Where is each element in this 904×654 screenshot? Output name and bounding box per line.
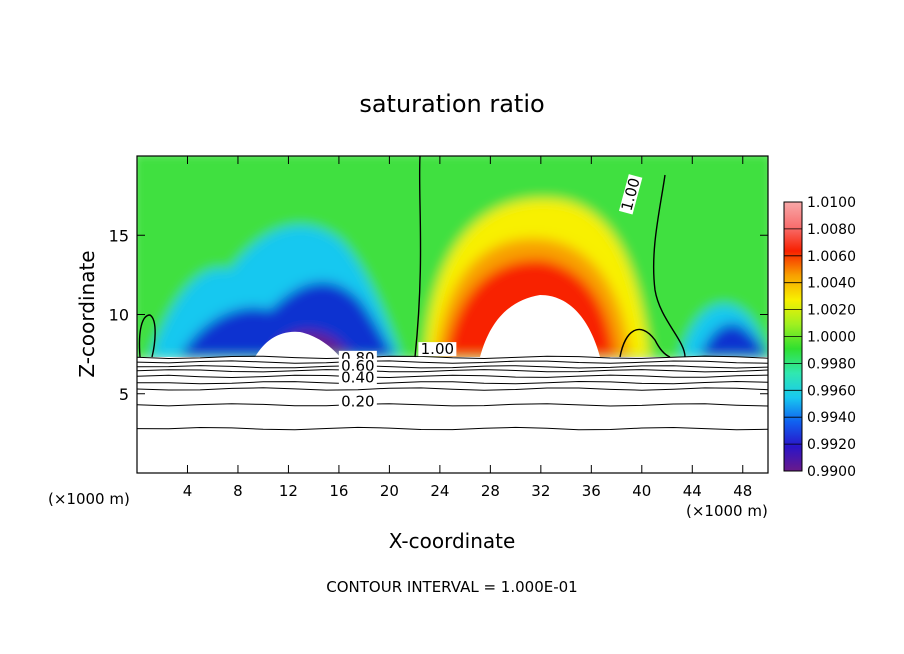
colorbar-label: 0.9940 — [807, 410, 856, 426]
x-unit-label-left: (×1000 m) — [48, 490, 130, 508]
contour-label: 1.00 — [421, 340, 454, 358]
colorbar-label: 1.0080 — [807, 222, 856, 238]
stable-contour-line — [137, 365, 768, 369]
x-tick-label: 4 — [183, 482, 193, 500]
x-tick-label: 24 — [430, 482, 449, 500]
x-tick-label: 40 — [632, 482, 651, 500]
stable-contour-line — [137, 355, 768, 360]
x-tick-label: 44 — [683, 482, 702, 500]
footer-contour-interval: CONTOUR INTERVAL = 1.000E-01 — [326, 578, 577, 596]
dry-core-left — [180, 281, 395, 357]
contour-label: 0.60 — [341, 357, 374, 375]
contour-line-2 — [652, 174, 686, 358]
colorbar: 1.0100 1.0080 1.0060 1.0040 1.0020 1.0000 0.99… — [783, 195, 856, 480]
x-unit-label-right: (×1000 m) — [686, 502, 768, 520]
stable-contour-line — [137, 380, 768, 385]
stable-contour-line — [137, 403, 768, 407]
colorbar-label: 0.9900 — [807, 464, 856, 480]
contour-line-4 — [619, 328, 671, 358]
x-tick-label: 48 — [733, 482, 752, 500]
colorbar-label: 1.0100 — [807, 195, 856, 211]
plot-area — [137, 156, 768, 473]
stable-contour-line — [137, 369, 768, 373]
x-tick-label: 36 — [582, 482, 601, 500]
x-tick-label: 20 — [380, 482, 399, 500]
y-tick-label: 5 — [119, 385, 129, 404]
stable-contours — [137, 355, 768, 431]
colorbar-label: 0.9960 — [807, 383, 856, 399]
x-ticks: 4 8 12 16 20 24 28 32 36 40 44 48 — [183, 156, 752, 500]
field-blobs — [137, 156, 768, 360]
stable-contour-line — [137, 374, 768, 379]
x-tick-label: 8 — [233, 482, 243, 500]
contour-label: 0.20 — [341, 392, 374, 410]
y-ticks: 5 10 15 — [109, 226, 768, 404]
y-axis-label: Z-coordinate — [75, 250, 99, 377]
stable-layer-white — [137, 357, 768, 473]
contour-label-bg — [338, 394, 377, 409]
contour-label: 0.40 — [341, 369, 374, 387]
contour-label-bg — [418, 342, 457, 357]
contour-label-bg — [338, 358, 377, 373]
dry-core-left-white — [255, 331, 340, 357]
x-tick-label: 12 — [279, 482, 298, 500]
contour-line-3 — [138, 314, 156, 358]
colorbar-label: 0.9920 — [807, 437, 856, 453]
colorbar-label: 1.0020 — [807, 303, 856, 319]
contour-label-bg — [338, 370, 377, 385]
colorbar-label: 0.9980 — [807, 356, 856, 372]
y-tick-label: 10 — [109, 306, 129, 325]
stable-contour-line — [137, 387, 768, 391]
colorbar-ticks: 1.0100 1.0080 1.0060 1.0040 1.0020 1.0000 0.99… — [784, 195, 856, 480]
x-tick-label: 32 — [531, 482, 550, 500]
colorbar-label: 1.0000 — [807, 330, 856, 346]
colorbar-label: 1.0040 — [807, 276, 856, 292]
y-tick-label: 15 — [109, 226, 129, 245]
colorbar-label: 1.0060 — [807, 249, 856, 265]
stable-contour-line — [137, 426, 768, 431]
x-tick-label: 16 — [329, 482, 348, 500]
stable-contour-line — [137, 360, 768, 364]
dry-core-right — [700, 323, 768, 357]
moist-core-white — [480, 295, 600, 357]
contour-label-bg — [618, 174, 643, 215]
x-axis-label: X-coordinate — [389, 529, 516, 553]
contour-line-1 — [414, 156, 422, 358]
x-tick-label: 28 — [481, 482, 500, 500]
chart-title: saturation ratio — [359, 90, 544, 118]
